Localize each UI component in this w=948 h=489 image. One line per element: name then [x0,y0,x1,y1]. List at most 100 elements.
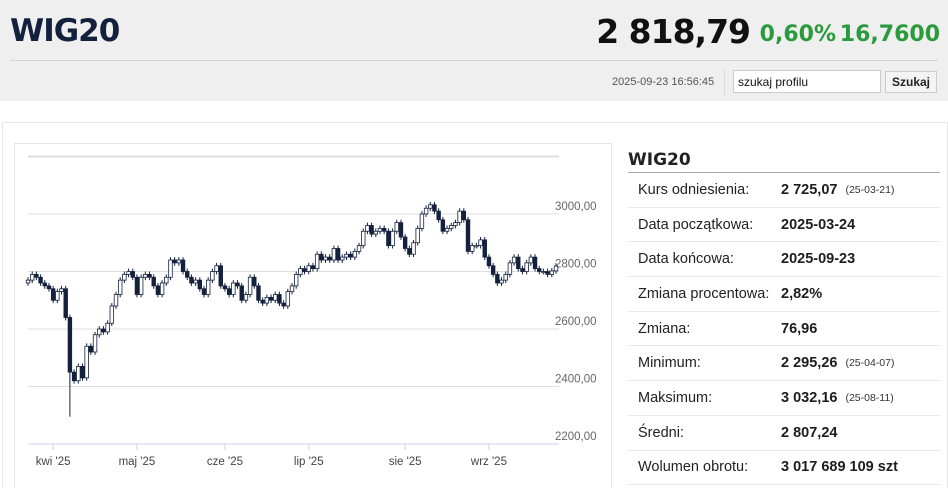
candle [164,276,169,284]
stats-row: Data końcowa: 2025-09-23 [628,242,940,278]
candle [528,256,534,264]
stats-panel: WIG20 Kurs odniesienia: 2 725,07 (25-03-21… [628,143,940,486]
candle [159,282,165,295]
candle [331,248,337,261]
candle [285,291,291,307]
candle [323,256,328,261]
candle [486,256,492,267]
candle [210,271,215,281]
candle [264,296,270,304]
candle [428,204,433,209]
candle [478,239,483,247]
candle [314,253,320,270]
candle [126,271,131,275]
candle [549,270,555,275]
candle [415,227,420,244]
search-profile-input[interactable] [733,70,881,93]
candle [373,230,379,235]
candle [243,294,249,301]
stats-label: Data końcowa: [638,251,734,268]
stats-row: Minimum: 2 295,26 (25-04-07) [628,346,940,382]
candle [348,253,353,258]
stats-value: 2 725,07 [781,181,838,198]
candle [293,273,299,287]
stats-label: Minimum: [638,355,701,372]
candle [226,288,232,295]
candle [503,273,508,281]
candle [29,273,35,281]
candle [306,265,311,272]
candle [507,262,513,275]
candle [117,279,123,295]
search-button[interactable]: Szukaj [885,71,937,93]
candle [38,276,43,284]
candle [214,265,219,272]
divider [10,60,938,61]
candle [394,222,399,232]
candle [419,213,425,229]
candle [67,317,73,373]
candle [205,279,211,295]
candlestick-chart: 3000,00 2800,00 2600,00 2400,00 2200,00 kwi '… [14,143,612,488]
candle [138,276,144,295]
candle [327,256,332,261]
candle [352,250,358,258]
candle [273,294,278,301]
candle [256,285,261,301]
stats-label: Wolumen obrotu: [638,459,749,476]
y-tick-label: 2200,00 [555,431,597,443]
stats-row: Średni: 2 807,24 [628,416,940,451]
candle [55,291,60,301]
instrument-title: WIG20 [10,13,120,49]
candle [499,279,504,284]
candle [168,259,173,278]
candle [147,273,152,278]
stats-date: (25-04-07) [845,357,895,370]
x-tick-label: cze '25 [207,456,243,468]
stats-row: Zmiana procentowa: 2,82% [628,277,940,312]
candle [189,276,194,284]
candle [193,279,198,284]
stats-label: Maksimum: [638,389,713,406]
last-price: 2 818,79 [596,12,751,51]
candle [537,268,542,272]
candle [520,268,525,272]
candle [101,328,106,333]
candle [268,296,274,301]
candle [390,230,395,247]
candle [172,259,177,264]
stats-label: Data początkowa: [638,216,754,233]
candle [231,282,236,295]
stats-row: Kurs odniesienia: 2 725,07 (25-03-21) [628,173,940,208]
candle [247,276,253,295]
candle [482,239,487,258]
x-tick-label: sie '25 [389,456,422,468]
candle [151,276,156,287]
candle [356,245,362,252]
candle [302,268,307,272]
candle [436,210,441,221]
candle [252,276,257,287]
candle [34,273,39,278]
candle [185,271,190,278]
candle [461,210,467,221]
candle [155,285,161,295]
x-tick-label: maj '25 [119,456,156,468]
candle [319,253,324,261]
timestamp: 2025-09-23 16:56:45 [612,76,715,88]
y-tick-label: 3000,00 [555,201,597,213]
candle [42,282,47,287]
candle [84,345,89,379]
candle [71,371,77,382]
candle [63,288,68,318]
candle [130,271,135,278]
candle [134,276,140,295]
divider [724,68,725,96]
candle [474,245,479,248]
change-value: 16,7600 [839,22,940,47]
candle [143,273,148,278]
candle [76,365,81,382]
stats-value: 2025-03-24 [781,216,856,233]
candle [298,268,303,275]
candle [432,204,437,212]
